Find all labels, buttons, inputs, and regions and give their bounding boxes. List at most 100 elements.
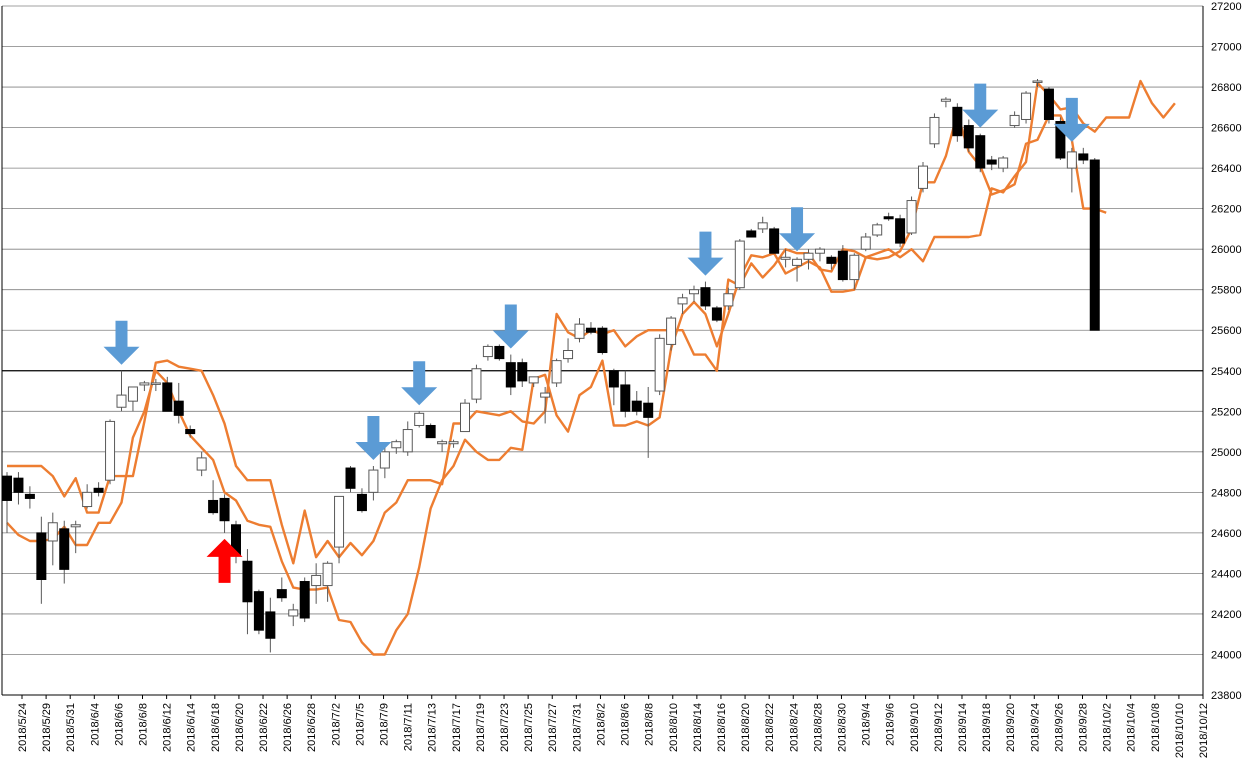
buy-signal-arrow — [206, 538, 243, 583]
x-tick-label: 2018/8/22 — [764, 703, 776, 752]
candle-layer — [2, 78, 1100, 653]
candle-body — [437, 441, 448, 445]
candle-body — [345, 467, 356, 489]
candle — [929, 113, 940, 148]
candle-body — [837, 250, 848, 281]
x-tick-label: 2018/8/20 — [740, 703, 752, 752]
candle-body — [253, 591, 264, 631]
candle-body — [906, 200, 917, 234]
candle — [322, 561, 333, 602]
candle — [883, 212, 894, 221]
x-tick-label: 2018/9/14 — [957, 703, 969, 752]
candle-body — [448, 441, 459, 445]
y-tick-label: 24400 — [1211, 568, 1242, 580]
candle — [918, 162, 928, 193]
candle — [36, 516, 47, 604]
y-tick-label: 27000 — [1211, 42, 1242, 54]
x-tick-label: 2018/5/24 — [17, 703, 29, 752]
candle-body — [975, 135, 986, 169]
candle-body — [1021, 92, 1032, 120]
candle — [780, 249, 791, 268]
candle — [700, 281, 711, 310]
candle-body — [528, 376, 539, 384]
candle-body — [482, 345, 493, 358]
candle-body — [379, 451, 390, 469]
x-tick-label: 2018/9/18 — [981, 703, 993, 752]
candle-body — [872, 224, 883, 236]
candle — [631, 391, 642, 416]
y-tick-label: 26800 — [1211, 82, 1242, 94]
candle — [345, 466, 356, 493]
x-tick-label: 2018/7/17 — [451, 703, 463, 752]
candle-body — [757, 222, 768, 230]
candle — [551, 358, 562, 387]
candle-body — [734, 240, 745, 289]
candle-body — [356, 493, 367, 512]
candle-body — [70, 524, 81, 528]
x-tick-label: 2018/8/14 — [692, 703, 704, 752]
candle-body — [940, 98, 951, 102]
x-tick-label: 2018/7/23 — [499, 703, 511, 752]
candle — [940, 97, 951, 108]
candle — [93, 482, 104, 497]
x-tick-label: 2018/7/19 — [475, 703, 487, 752]
x-tick-label: 2018/7/2 — [330, 703, 342, 746]
candle — [242, 549, 253, 635]
candle-body — [334, 495, 345, 548]
candle — [814, 247, 825, 262]
candle — [82, 484, 93, 509]
candle-body — [208, 499, 219, 514]
candle-body — [127, 386, 138, 402]
candle — [208, 480, 219, 515]
candle — [803, 249, 814, 270]
candle-body — [82, 491, 93, 508]
candle-body — [13, 477, 24, 493]
candle-body — [517, 362, 528, 382]
candle — [231, 520, 241, 564]
candle-body — [1009, 114, 1020, 127]
candle — [711, 305, 722, 323]
x-tick-label: 2018/5/31 — [65, 703, 77, 752]
candle-body — [322, 562, 333, 587]
candle-body — [311, 574, 322, 587]
candle-body — [952, 106, 963, 137]
candle — [425, 423, 436, 439]
candle — [13, 472, 24, 505]
candle — [1078, 147, 1089, 165]
candle-body — [162, 382, 173, 412]
candle — [173, 382, 184, 424]
y-tick-label: 25400 — [1211, 366, 1242, 378]
y-tick-label: 24000 — [1211, 649, 1242, 661]
candle — [654, 334, 665, 396]
y-tick-label: 25200 — [1211, 406, 1242, 418]
candle — [563, 338, 574, 363]
candle-body — [711, 307, 722, 321]
candle — [334, 495, 345, 564]
x-tick-label: 2018/8/16 — [716, 703, 728, 752]
candle — [494, 344, 505, 361]
candle — [265, 597, 276, 653]
candle-body — [1078, 153, 1089, 161]
x-tick-label: 2018/8/6 — [620, 703, 632, 746]
x-tick-label: 2018/10/8 — [1150, 703, 1162, 752]
candle-body — [414, 412, 425, 426]
sell-signal-arrow — [1053, 97, 1090, 142]
candle — [391, 439, 402, 454]
x-tick-label: 2018/6/6 — [113, 703, 125, 746]
candle — [769, 226, 780, 254]
candle — [1055, 117, 1066, 161]
candle — [689, 285, 699, 302]
candle — [276, 577, 287, 602]
candle — [746, 228, 757, 238]
candle-body — [2, 475, 12, 501]
candle — [666, 316, 677, 351]
candle — [379, 447, 390, 479]
y-tick-label: 24600 — [1211, 528, 1242, 540]
candle-body — [700, 287, 711, 307]
x-tick-label: 2018/7/31 — [571, 703, 583, 752]
y-tick-label: 26000 — [1211, 244, 1242, 256]
candle — [528, 376, 539, 387]
candle-body — [276, 589, 287, 599]
